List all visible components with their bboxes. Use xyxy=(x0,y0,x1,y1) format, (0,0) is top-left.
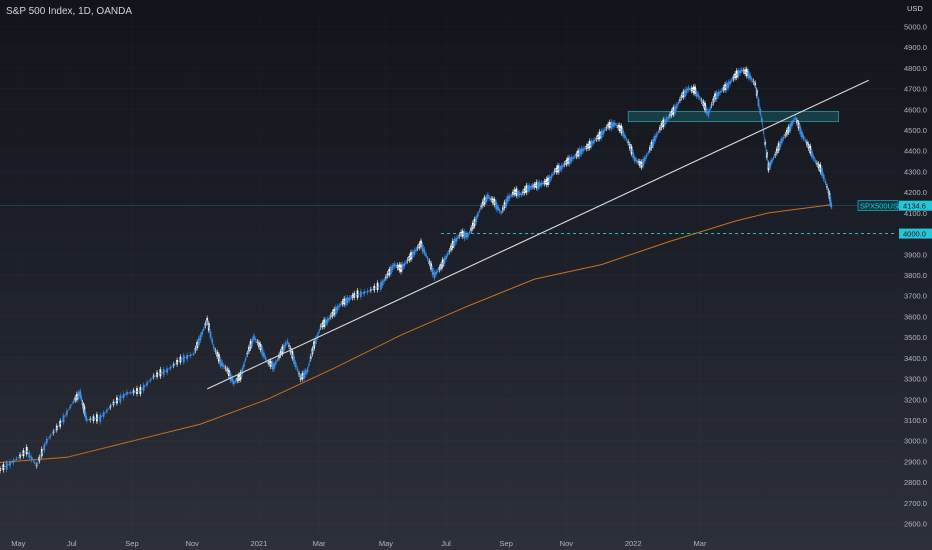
price-tags: SPX500USD 4134.6 4000.0 xyxy=(857,200,932,239)
currency-label: USD xyxy=(907,4,923,13)
price-line-layer xyxy=(0,69,833,471)
time-axis: May Jul Sep Nov 2021 Mar May Jul Sep Nov 2022 Mar xyxy=(11,539,707,548)
y-tick-label: 3100.0 xyxy=(904,416,927,425)
price-tag-bg xyxy=(899,200,932,211)
trendline xyxy=(206,79,869,390)
y-tick-label: 3400.0 xyxy=(904,354,927,363)
y-tick-label: 3800.0 xyxy=(904,271,927,280)
x-tick-label: Nov xyxy=(185,539,199,548)
symbol-tag-bg xyxy=(857,200,899,211)
x-tick-label: 2022 xyxy=(625,539,642,548)
y-tick-label: 3500.0 xyxy=(904,333,927,342)
x-tick-label: Jul xyxy=(67,539,77,548)
candle-body xyxy=(463,231,466,239)
y-tick-label: 3000.0 xyxy=(904,437,927,446)
moving-average-layer xyxy=(0,204,833,463)
candle-body xyxy=(99,414,102,423)
y-tick-label: 5000.0 xyxy=(904,22,927,31)
y-tick-label: 4700.0 xyxy=(904,85,927,94)
y-tick-label: 2700.0 xyxy=(904,499,927,508)
x-tick-label: Nov xyxy=(560,539,574,548)
y-tick-label: 4300.0 xyxy=(904,167,927,176)
candle-body xyxy=(376,282,379,291)
drawing-overlay-layer xyxy=(0,79,897,390)
y-tick-label: 3700.0 xyxy=(904,292,927,301)
resistance-zone-layer xyxy=(627,111,839,123)
y-tick-label: 4400.0 xyxy=(904,147,927,156)
price-axis: 2600.0 2700.0 2800.0 2900.0 3000.0 3100.0 3200… xyxy=(904,4,927,529)
x-tick-label: May xyxy=(11,539,25,548)
moving-average-line xyxy=(0,204,833,463)
price-tag-value: 4134.6 xyxy=(903,202,926,211)
level-tag-bg xyxy=(899,228,932,239)
x-tick-label: May xyxy=(379,539,393,548)
candle-body xyxy=(182,355,185,363)
y-tick-label: 4800.0 xyxy=(904,64,927,73)
y-tick-label: 4900.0 xyxy=(904,43,927,52)
x-tick-label: Sep xyxy=(500,539,513,548)
price-line xyxy=(0,69,833,471)
candles-layer xyxy=(0,66,833,474)
symbol-tag-label: SPX500USD xyxy=(860,202,904,211)
y-tick-label: 4100.0 xyxy=(904,209,927,218)
chart-title: S&P 500 Index, 1D, OANDA xyxy=(6,6,132,17)
y-tick-label: 2600.0 xyxy=(904,520,927,529)
y-tick-label: 4200.0 xyxy=(904,188,927,197)
y-tick-label: 4500.0 xyxy=(904,126,927,135)
grid xyxy=(0,14,897,536)
x-tick-label: 2021 xyxy=(251,539,268,548)
resistance-zone xyxy=(627,111,839,123)
y-tick-label: 3600.0 xyxy=(904,312,927,321)
x-tick-label: Mar xyxy=(694,539,707,548)
x-tick-label: Sep xyxy=(125,539,138,548)
y-tick-label: 3200.0 xyxy=(904,395,927,404)
y-tick-label: 2800.0 xyxy=(904,478,927,487)
y-tick-label: 2900.0 xyxy=(904,457,927,466)
x-tick-label: Mar xyxy=(313,539,326,548)
y-tick-label: 4600.0 xyxy=(904,105,927,114)
y-tick-label: 3300.0 xyxy=(904,375,927,384)
x-tick-label: Jul xyxy=(441,539,451,548)
y-tick-label: 3900.0 xyxy=(904,250,927,259)
level-tag-value: 4000.0 xyxy=(903,230,926,239)
